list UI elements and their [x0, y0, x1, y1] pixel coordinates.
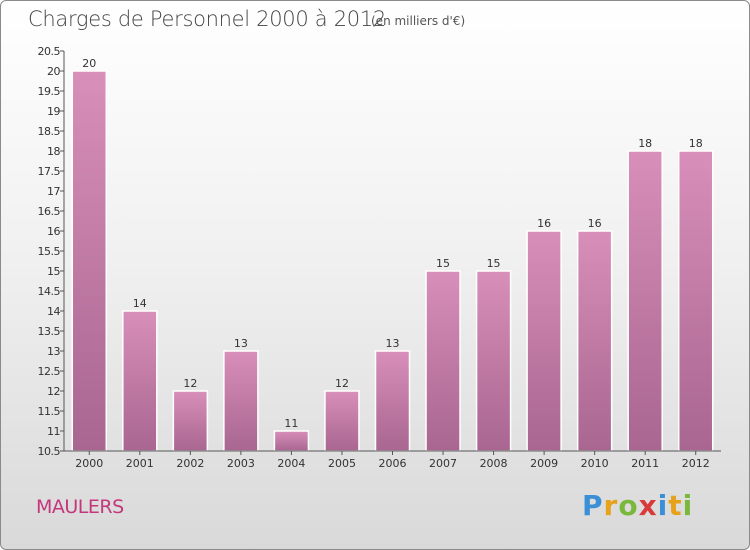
x-tick-label: 2009: [530, 457, 558, 470]
bar: [475, 270, 512, 452]
y-tick-label: 18.5: [38, 125, 61, 138]
x-tick-label: 2006: [379, 457, 407, 470]
y-tick-label: 19: [47, 105, 60, 118]
bar-group: 20: [71, 57, 108, 452]
bar-group: 18: [677, 137, 714, 452]
x-tick-label: 2003: [227, 457, 255, 470]
bar-group: 16: [576, 217, 613, 452]
x-axis: 2000 2001 2002 2003 2004 2005 2006 2007 2008 2009…: [64, 450, 721, 470]
bar-value-label: 12: [183, 377, 197, 390]
y-axis: 10.5 11 11.5 12 12.5 13 13.5 14 14.5 15 15.5 16 16.5…: [38, 45, 65, 458]
bar: [172, 390, 209, 452]
logo-letter: o: [618, 489, 639, 522]
bar-value-label: 15: [436, 257, 450, 270]
y-tick-label: 12: [47, 385, 60, 398]
y-tick-label: 12.5: [38, 365, 61, 378]
logo-letter: t: [668, 489, 683, 522]
chart-subtitle: (en milliers d'€): [371, 14, 466, 28]
bar: [627, 150, 663, 452]
logo-letter: i: [682, 489, 694, 522]
y-tick-label: 10.5: [38, 445, 61, 458]
bar-value-label: 20: [82, 57, 96, 70]
bar-value-label: 16: [588, 217, 602, 230]
x-tick-label: 2008: [480, 457, 508, 470]
x-tick-label: 2004: [277, 457, 305, 470]
bar-value-label: 18: [689, 137, 703, 150]
y-tick-label: 20.5: [38, 45, 61, 58]
x-tick-label: 2012: [682, 457, 710, 470]
bar-value-label: 18: [638, 137, 652, 150]
bar: [273, 430, 310, 452]
bar-group: 11: [273, 417, 310, 452]
bar: [71, 70, 108, 452]
bar-group: 16: [526, 217, 562, 452]
y-tick-label: 20: [47, 65, 60, 78]
bar: [122, 310, 158, 452]
bar-value-label: 16: [537, 217, 551, 230]
y-tick-label: 14.5: [38, 285, 61, 298]
logo-letter: i: [657, 489, 669, 522]
commune-name: MAULERS: [36, 496, 124, 518]
bar-value-label: 13: [386, 337, 400, 350]
y-tick-label: 13: [47, 345, 60, 358]
y-tick-label: 18: [47, 145, 60, 158]
bar: [526, 230, 562, 452]
bar-group: 15: [425, 257, 461, 452]
y-tick-label: 17.5: [38, 165, 61, 178]
x-tick-label: 2007: [429, 457, 457, 470]
x-tick-label: 2000: [75, 457, 103, 470]
bar: [677, 150, 714, 452]
bar: [223, 350, 259, 452]
y-tick-label: 16: [47, 225, 60, 238]
bar: [324, 390, 360, 452]
y-tick-label: 19.5: [38, 85, 61, 98]
bar-group: 13: [223, 337, 259, 452]
y-tick-label: 15.5: [38, 245, 61, 258]
logo-letter: P: [582, 489, 604, 522]
proxiti-logo: Proxiti: [582, 489, 693, 522]
logo-letter: x: [638, 489, 658, 522]
bar-value-label: 14: [133, 297, 147, 310]
x-tick-label: 2005: [328, 457, 356, 470]
logo-letter: r: [603, 489, 619, 522]
bar-group: 18: [627, 137, 663, 452]
bars: 20 14 12 13 11 12 13 15 15 16 16 18 18: [71, 57, 714, 452]
bar-value-label: 12: [335, 377, 349, 390]
x-tick-label: 2011: [631, 457, 659, 470]
bar: [576, 230, 613, 452]
bar: [425, 270, 461, 452]
y-tick-label: 16.5: [38, 205, 61, 218]
bar-value-label: 15: [487, 257, 501, 270]
bar-value-label: 11: [284, 417, 298, 430]
bar: [374, 350, 411, 452]
y-tick-label: 17: [47, 185, 60, 198]
y-tick-label: 14: [47, 305, 60, 318]
y-tick-label: 15: [47, 265, 60, 278]
bar-group: 12: [172, 377, 209, 452]
chart-title: Charges de Personnel 2000 à 2012: [28, 7, 386, 31]
bar-group: 12: [324, 377, 360, 452]
bar-group: 13: [374, 337, 411, 452]
x-tick-label: 2010: [581, 457, 609, 470]
bar-value-label: 13: [234, 337, 248, 350]
x-tick-label: 2001: [126, 457, 154, 470]
y-tick-label: 11.5: [38, 405, 61, 418]
bar-group: 14: [122, 297, 158, 452]
x-tick-label: 2002: [176, 457, 204, 470]
y-tick-label: 11: [47, 425, 60, 438]
y-tick-label: 13.5: [38, 325, 61, 338]
bar-group: 15: [475, 257, 512, 452]
